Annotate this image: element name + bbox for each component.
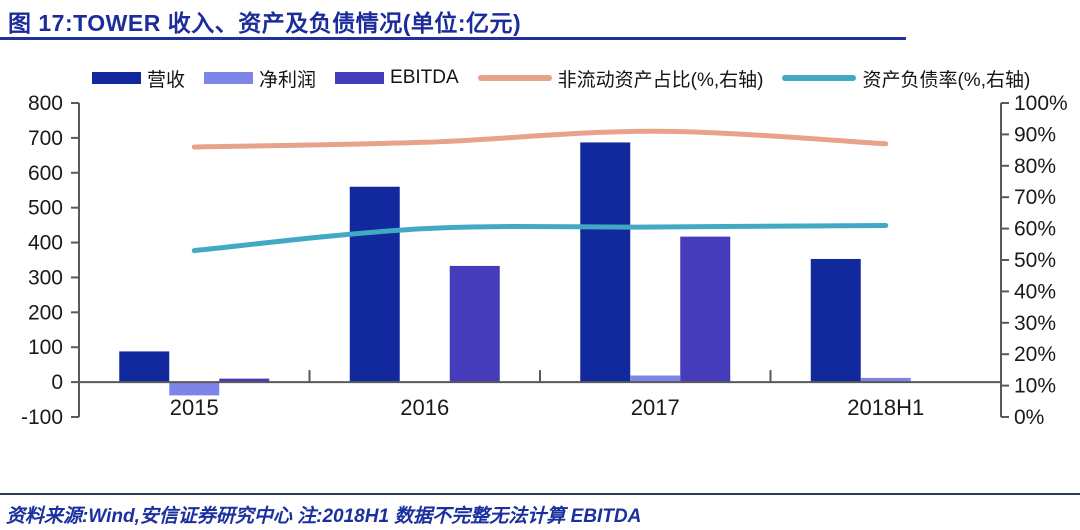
bottom-divider [0, 493, 1080, 495]
bar-EBITDA-2017 [680, 236, 731, 383]
bar-营收-2018H1 [810, 258, 861, 383]
x-axis-label-2016: 2016 [400, 395, 449, 420]
left-axis-tick-label: -100 [21, 406, 63, 429]
left-axis-tick-label: 800 [28, 92, 63, 115]
bar-净利润-2018H1 [860, 377, 911, 383]
right-axis-tick-label: 20% [1014, 343, 1056, 366]
x-axis-label-2015: 2015 [170, 395, 219, 420]
x-axis-label-2017: 2017 [631, 395, 680, 420]
right-axis-tick-label: 70% [1014, 186, 1056, 209]
legend-label-noncurrent-assets-ratio: 非流动资产占比(%,右轴) [557, 69, 764, 91]
chart-legend: 营收 净利润 EBITDA 非流动资产占比(%,右轴) 资产负债率(%,右轴) [92, 65, 1030, 92]
bar-营收-2017 [580, 142, 631, 383]
bar-营收-2015 [119, 351, 170, 383]
chart-canvas: 800 700 600 500 400 300 200 100 0 -100 100% 90% 80% 7… [21, 92, 1068, 429]
legend-item-noncurrent-assets-ratio: 非流动资产占比(%,右轴) [477, 65, 764, 92]
line-资产负债率(%,右轴) [191, 223, 889, 254]
right-axis-tick-label: 90% [1014, 123, 1056, 146]
right-axis-tick-label: 50% [1014, 249, 1056, 272]
bar-净利润-2017 [630, 375, 681, 383]
noncurrent-assets-ratio-swatch [477, 75, 552, 81]
left-axis-tick-label: 400 [28, 232, 63, 255]
legend-label-net-profit: 净利润 [259, 69, 317, 91]
legend-label-revenue: 营收 [147, 69, 186, 91]
debt-ratio-swatch [782, 75, 857, 81]
combo-chart: 800 700 600 500 400 300 200 100 0 -100 100% 90% 80% 7… [21, 65, 1068, 429]
legend-label-ebitda: EBITDA [390, 67, 459, 88]
right-axis-tick-label: 80% [1014, 155, 1056, 178]
left-axis-tick-label: 300 [28, 266, 63, 289]
source-note: 资料来源:Wind,安信证券研究中心 注:2018H1 数据不完整无法计算 EB… [6, 506, 642, 527]
line-非流动资产占比(%,右轴) [191, 128, 889, 150]
figure-title: 图 17:TOWER 收入、资产及负债情况(单位:亿元) [8, 10, 522, 36]
right-axis-tick-label: 10% [1014, 375, 1056, 398]
right-axis-tick-label: 40% [1014, 280, 1056, 303]
right-axis-tick-label: 0% [1014, 406, 1044, 429]
legend-item-debt-ratio: 资产负债率(%,右轴) [782, 65, 1030, 92]
title-underline [0, 37, 906, 40]
left-axis-tick-label: 100 [28, 336, 63, 359]
left-axis-tick-label: 200 [28, 301, 63, 324]
net-profit-swatch [204, 72, 254, 84]
legend-item-ebitda: EBITDA [335, 67, 459, 89]
revenue-swatch [92, 72, 141, 84]
bar-净利润-2015 [169, 382, 220, 396]
left-axis-tick-label: 0 [51, 371, 63, 394]
bar-EBITDA-2015 [219, 378, 270, 383]
legend-label-debt-ratio: 资产负债率(%,右轴) [862, 69, 1031, 91]
legend-item-revenue: 营收 [92, 65, 185, 92]
right-axis-tick-label: 60% [1014, 218, 1056, 241]
x-axis-label-2018H1: 2018H1 [847, 395, 924, 420]
right-axis-tick-label: 30% [1014, 312, 1056, 335]
left-axis-tick-label: 700 [28, 127, 63, 150]
right-axis-tick-label: 100% [1014, 92, 1068, 115]
ebitda-swatch [335, 72, 385, 84]
left-axis-tick-label: 500 [28, 197, 63, 220]
bar-EBITDA-2016 [449, 265, 500, 383]
left-axis-tick-label: 600 [28, 162, 63, 185]
legend-item-net-profit: 净利润 [204, 65, 316, 92]
bar-营收-2016 [349, 186, 400, 383]
